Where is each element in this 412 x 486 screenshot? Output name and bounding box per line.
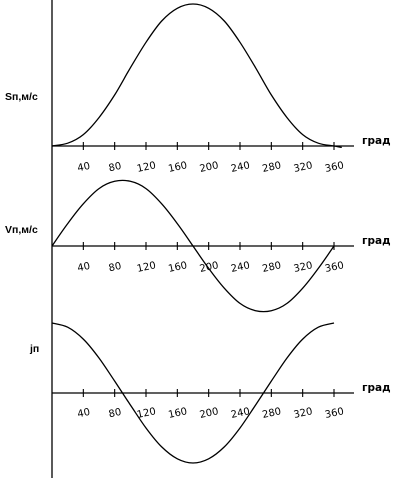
x-tick-label: 360: [324, 260, 345, 275]
x-tick-label: 360: [324, 160, 345, 175]
x-tick-label: 320: [293, 406, 314, 421]
x-tick-label: 160: [167, 160, 188, 175]
series-line: [51, 179, 335, 313]
series-line: [51, 322, 335, 464]
x-tick-label: 240: [230, 406, 251, 421]
y-axis-label: jп: [29, 343, 39, 355]
x-tick-label: 120: [136, 160, 157, 175]
x-tick-label: 80: [108, 261, 123, 274]
y-axis-label: Vп,м/с: [5, 224, 38, 236]
x-tick-label: 280: [261, 406, 282, 421]
x-tick-label: 40: [76, 261, 91, 274]
x-tick-label: 40: [76, 161, 91, 174]
x-tick-label: 200: [199, 160, 220, 175]
graph-3: 40 80 120 160 200 240 280 320 360 град jп: [29, 322, 391, 464]
x-tick-label: 120: [136, 260, 157, 275]
graph-1: 40 80 120 160 200 240 280 320 360 град Sп,м/с: [5, 3, 391, 175]
x-tick-label: 80: [108, 161, 123, 174]
y-axis-label: Sп,м/с: [5, 91, 38, 103]
x-tick-label: 200: [199, 406, 220, 421]
x-tick-label: 320: [293, 160, 314, 175]
x-tick-label: 280: [261, 160, 282, 175]
x-tick-label: 240: [230, 260, 251, 275]
x-tick-label: 200: [199, 260, 220, 275]
x-axis-label: град: [362, 382, 391, 394]
x-tick-label: 280: [261, 260, 282, 275]
x-tick-label: 160: [167, 406, 188, 421]
x-tick-label: 320: [293, 260, 314, 275]
x-tick-label: 40: [76, 407, 91, 420]
x-tick-label: 80: [108, 407, 123, 420]
graph-2: 40 80 120 160 200 240 280 320 360 град Vп,м/с: [5, 179, 391, 313]
x-axis-label: град: [362, 235, 391, 247]
x-axis-label: град: [362, 135, 391, 147]
x-tick-label: 160: [167, 260, 188, 275]
x-tick-label: 120: [136, 406, 157, 421]
x-tick-label: 240: [230, 160, 251, 175]
x-tick-label: 360: [324, 406, 345, 421]
series-line: [51, 3, 342, 149]
